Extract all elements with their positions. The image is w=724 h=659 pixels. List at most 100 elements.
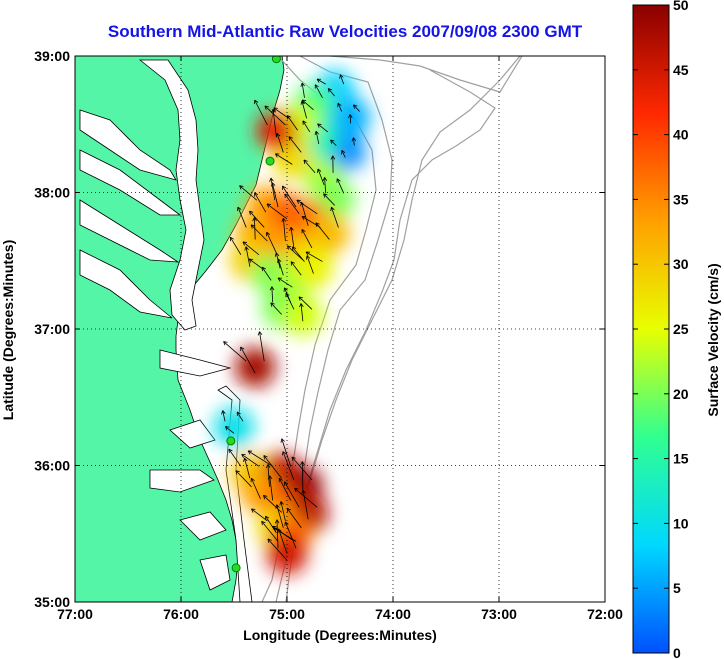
colorbar-tick-label: 10: [673, 515, 689, 531]
x-axis-ticks: 77:00 76:00 75:00 74:00 73:00 72:00: [57, 56, 623, 622]
arrow-head: [283, 217, 286, 222]
arrow-head: [228, 448, 233, 452]
arrow-head: [264, 105, 267, 110]
arrow-head: [269, 177, 272, 182]
arrow-head: [244, 457, 248, 462]
arrow-head: [306, 255, 308, 260]
arrow-head: [300, 303, 304, 307]
velocity-arrow: [242, 241, 260, 256]
arrow-head: [330, 139, 333, 144]
velocity-arrow: [317, 123, 329, 133]
velocity-arrow: [241, 453, 260, 467]
arrow-head: [332, 155, 336, 160]
velocity-arrow: [254, 192, 267, 213]
velocity-cell: [282, 295, 323, 336]
arrow-head: [302, 461, 305, 466]
velocity-arrow: [237, 206, 247, 228]
arrow-head: [249, 210, 254, 213]
radar-station-marker: [226, 436, 236, 446]
arrow-head: [336, 178, 341, 182]
colorbar-tick-label: 50: [673, 0, 689, 13]
arrow-head: [292, 246, 297, 249]
velocity-arrow: [273, 107, 289, 119]
velocity-arrow: [287, 245, 304, 261]
velocity-arrow: [290, 227, 295, 248]
arrow-head: [306, 255, 311, 259]
arrow-head: [230, 236, 234, 240]
arrow-head: [353, 104, 358, 107]
velocity-arrow: [285, 292, 295, 310]
arrow-head: [315, 222, 317, 227]
velocity-arrow: [271, 182, 279, 208]
arrow-head: [284, 287, 288, 291]
velocity-arrow: [281, 438, 292, 467]
arrow-head: [348, 114, 351, 119]
arrow-head: [317, 123, 320, 128]
x-tick-label: 75:00: [269, 606, 305, 622]
velocity-arrow: [276, 504, 284, 528]
y-tick-label: 37:00: [34, 321, 70, 337]
velocity-arrow: [267, 538, 288, 561]
arrow-head: [235, 470, 238, 475]
arrow-head: [269, 475, 273, 480]
x-tick-label: 74:00: [375, 606, 411, 622]
velocity-arrow: [276, 519, 279, 549]
arrow-head: [254, 217, 257, 222]
colorbar: [632, 4, 670, 654]
arrow-head: [284, 481, 289, 485]
velocity-arrow: [261, 266, 272, 281]
arrow-head: [264, 105, 269, 108]
arrow-head: [269, 286, 273, 291]
velocity-arrow: [225, 426, 235, 434]
arrow-head: [267, 538, 272, 541]
velocity-arrow: [294, 488, 318, 508]
arrow-head: [270, 302, 273, 307]
arrow-head: [261, 266, 266, 270]
y-axis-label: Latitude (Degrees:Minutes): [0, 240, 16, 420]
arrow-head: [290, 261, 295, 264]
x-tick-label: 72:00: [587, 606, 623, 622]
arrow-head: [243, 457, 245, 463]
velocity-arrow: [305, 251, 323, 262]
arrow-head: [281, 218, 284, 223]
arrow-head: [349, 114, 353, 119]
velocity-arrow: [270, 177, 276, 201]
velocity-arrow: [263, 455, 283, 479]
velocity-arrow: [264, 105, 286, 126]
arrow-head: [263, 455, 268, 458]
velocity-arrow: [290, 261, 302, 276]
x-tick-label: 76:00: [163, 606, 199, 622]
arrow-head: [315, 84, 319, 88]
arrow-head: [273, 107, 276, 112]
arrow-head: [251, 508, 256, 510]
arrow-head: [294, 488, 297, 493]
arrow-head: [284, 193, 289, 197]
arrow-head: [317, 168, 319, 173]
velocity-arrow: [301, 229, 313, 249]
velocity-arrow: [248, 258, 263, 269]
stations: [226, 56, 281, 573]
arrow-head: [353, 104, 355, 109]
arrow-head: [285, 521, 289, 525]
velocity-arrow: [276, 133, 284, 153]
y-axis-ticks: 39:00 38:00 37:00 36:00 35:00: [34, 48, 605, 610]
velocity-arrow: [296, 199, 318, 215]
velocity-arrow: [277, 258, 284, 276]
velocity-cell: [256, 111, 297, 152]
arrow-head: [315, 130, 320, 135]
arrow-head: [275, 504, 278, 509]
arrow-head: [323, 193, 326, 198]
velocity-arrow: [331, 206, 339, 228]
y-tick-label: 38:00: [34, 185, 70, 201]
velocity-cell: [267, 534, 307, 575]
x-tick-label: 77:00: [57, 606, 93, 622]
arrow-head: [272, 182, 276, 186]
arrow-head: [254, 99, 259, 103]
radar-station-marker: [231, 563, 241, 573]
arrow-head: [315, 222, 320, 225]
arrow-head: [316, 78, 320, 83]
arrow-head: [270, 302, 275, 305]
arrow-head: [270, 182, 273, 187]
arrow-head: [278, 258, 282, 263]
velocity-cell: [235, 347, 276, 388]
